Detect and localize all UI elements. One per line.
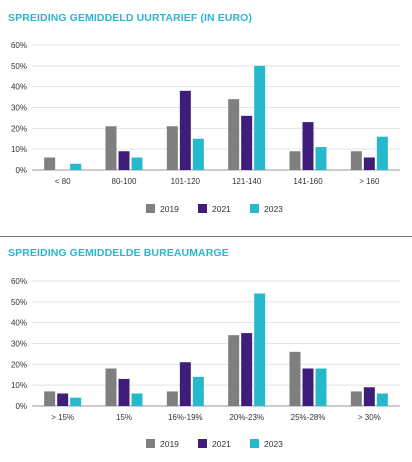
bar-2019 bbox=[350, 151, 362, 170]
legend-swatch bbox=[198, 439, 207, 448]
y-tick-label: 60% bbox=[11, 277, 27, 286]
bar-2023 bbox=[70, 163, 82, 170]
bar-2021 bbox=[302, 368, 314, 406]
legend: 2019 2021 2023 bbox=[146, 439, 283, 449]
y-tick-label: 40% bbox=[11, 83, 27, 92]
bar-2021 bbox=[363, 387, 375, 406]
bar-2023 bbox=[315, 147, 327, 170]
y-tick-label: 10% bbox=[11, 145, 27, 154]
legend-label: 2023 bbox=[264, 204, 283, 214]
y-tick-label: 40% bbox=[11, 319, 27, 328]
x-tick-label: 16%-19% bbox=[168, 413, 203, 422]
bar-2019 bbox=[228, 335, 240, 406]
legend: 2019 2021 2023 bbox=[146, 204, 283, 214]
bar-2021 bbox=[118, 378, 130, 406]
y-tick-label: 30% bbox=[11, 340, 27, 349]
legend-swatch bbox=[250, 439, 259, 448]
x-tick-label: 80-100 bbox=[112, 177, 137, 186]
bar-2023 bbox=[131, 393, 143, 406]
bar-2019 bbox=[44, 157, 56, 170]
bar-2021 bbox=[241, 333, 253, 406]
bar-2019 bbox=[105, 368, 117, 406]
bar-2023 bbox=[376, 136, 388, 170]
bar-2021 bbox=[302, 122, 314, 170]
x-tick-label: > 30% bbox=[358, 413, 381, 422]
bar-2019 bbox=[289, 151, 301, 170]
bar-2021 bbox=[241, 115, 253, 170]
x-tick-label: 121-140 bbox=[232, 177, 262, 186]
bar-2019 bbox=[289, 351, 301, 406]
bar-2019 bbox=[44, 391, 56, 406]
x-tick-label: 15% bbox=[116, 413, 132, 422]
chart-bureaumarge-svg: 0% 10% 20% 30% 40% 50% 60% > 15% 15% 16%-19% 20%-2… bbox=[11, 277, 400, 449]
x-tick-label: 141-160 bbox=[293, 177, 323, 186]
bar-2023 bbox=[254, 293, 266, 406]
bar-2023 bbox=[131, 157, 143, 170]
chart-title-bureaumarge: SPREIDING GEMIDDELDE BUREAUMARGE bbox=[8, 247, 229, 259]
y-tick-label: 0% bbox=[15, 166, 27, 175]
y-tick-label: 20% bbox=[11, 124, 27, 133]
legend-label: 2021 bbox=[212, 439, 231, 449]
gridlines bbox=[32, 280, 400, 407]
x-tick-label: > 15% bbox=[51, 413, 74, 422]
bar-2023 bbox=[376, 393, 388, 406]
y-tick-label: 50% bbox=[11, 62, 27, 71]
bar-2019 bbox=[105, 126, 117, 170]
bar-2023 bbox=[315, 368, 327, 406]
bar-2019 bbox=[166, 126, 178, 170]
bar-2021 bbox=[179, 90, 191, 170]
legend-label: 2023 bbox=[264, 439, 283, 449]
bar-2019 bbox=[166, 391, 178, 406]
bar-2023 bbox=[254, 65, 266, 170]
x-tick-label: > 160 bbox=[359, 177, 380, 186]
legend-label: 2019 bbox=[160, 204, 179, 214]
legend-label: 2021 bbox=[212, 204, 231, 214]
bar-2019 bbox=[350, 391, 362, 406]
bar-2019 bbox=[228, 99, 240, 170]
legend-label: 2019 bbox=[160, 439, 179, 449]
legend-swatch bbox=[146, 439, 155, 448]
y-tick-label: 50% bbox=[11, 298, 27, 307]
x-tick-label: 20%-23% bbox=[229, 413, 264, 422]
x-tick-label: 101-120 bbox=[171, 177, 201, 186]
y-tick-label: 20% bbox=[11, 360, 27, 369]
x-tick-label: < 80 bbox=[55, 177, 71, 186]
gridlines bbox=[32, 44, 400, 171]
bar-2023 bbox=[70, 397, 82, 406]
legend-swatch bbox=[146, 204, 155, 213]
bar-2021 bbox=[363, 157, 375, 170]
bar-2023 bbox=[192, 138, 204, 170]
chart-uurtarief-svg: 0% 10% 20% 30% 40% 50% 60% < 80 80-100 101-120 121… bbox=[11, 41, 400, 214]
section-divider bbox=[0, 236, 412, 237]
legend-swatch bbox=[198, 204, 207, 213]
bar-2021 bbox=[118, 151, 130, 170]
bar-2023 bbox=[192, 376, 204, 406]
y-tick-label: 0% bbox=[15, 402, 27, 411]
bar-2021 bbox=[179, 362, 191, 406]
legend-swatch bbox=[250, 204, 259, 213]
chart-title-uurtarief: SPREIDING GEMIDDELD UURTARIEF (IN EURO) bbox=[8, 12, 253, 24]
x-tick-label: 25%-28% bbox=[291, 413, 326, 422]
y-tick-label: 30% bbox=[11, 104, 27, 113]
y-tick-label: 60% bbox=[11, 41, 27, 50]
bar-2021 bbox=[57, 393, 69, 406]
y-tick-label: 10% bbox=[11, 381, 27, 390]
